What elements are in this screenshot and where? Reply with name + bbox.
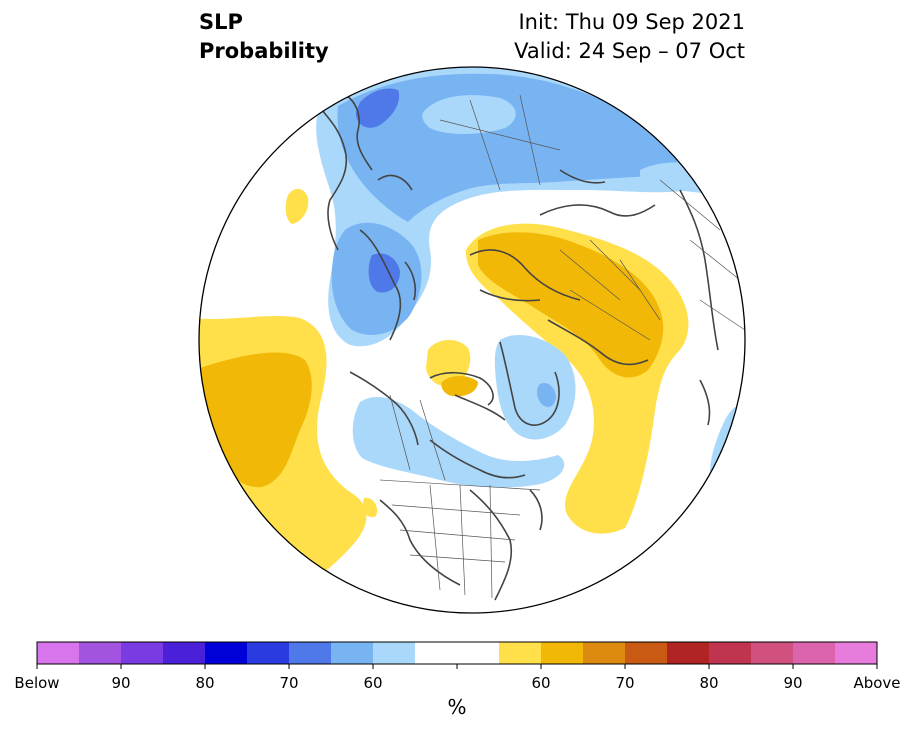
below-greenland-60 bbox=[537, 382, 556, 407]
colorbar-bin-17 bbox=[751, 642, 794, 664]
colorbar-bin-4 bbox=[205, 642, 248, 664]
below-atlantic-70 bbox=[368, 253, 400, 293]
colorbar-tick-label: 70 bbox=[615, 674, 635, 692]
valid-range: Valid: 24 Sep – 07 Oct bbox=[514, 39, 745, 63]
below-europe-60 bbox=[337, 73, 678, 222]
colorbar-bin-15 bbox=[667, 642, 710, 664]
colorbar-bin-2 bbox=[121, 642, 164, 664]
colorbar-bin-8 bbox=[373, 642, 416, 664]
below-europe-70 bbox=[355, 88, 400, 128]
colorbar-bin-11 bbox=[499, 642, 542, 664]
colorbar-bin-0 bbox=[37, 642, 80, 664]
colorbar-tick-label: 70 bbox=[279, 674, 299, 692]
colorbar-tick-label: 60 bbox=[363, 674, 383, 692]
colorbar-bin-6 bbox=[289, 642, 332, 664]
colorbar-tick-label: Below bbox=[14, 674, 60, 692]
colorbar-bin-1 bbox=[79, 642, 122, 664]
colorbar-tick-label: 80 bbox=[195, 674, 215, 692]
colorbar-tick-label: Above bbox=[853, 674, 901, 692]
colorbar-bin-12 bbox=[541, 642, 584, 664]
colorbar-bin-16 bbox=[709, 642, 752, 664]
above-eurasia-core bbox=[478, 232, 664, 378]
above-hudson-small bbox=[362, 497, 378, 518]
above-pacific-core bbox=[199, 352, 312, 488]
colorbar-bins bbox=[37, 642, 878, 664]
polar-map bbox=[198, 66, 746, 614]
colorbar-bin-19 bbox=[835, 642, 878, 664]
colorbar-bin-13 bbox=[583, 642, 626, 664]
above-arctic-core bbox=[441, 376, 478, 397]
date-info: Init: Thu 09 Sep 2021 Valid: 24 Sep – 07… bbox=[514, 8, 745, 66]
above-atlantic-small bbox=[285, 188, 309, 224]
below-greenland bbox=[494, 335, 576, 440]
colorbar-bin-18 bbox=[793, 642, 836, 664]
colorbar-unit: % bbox=[447, 695, 467, 719]
map-title: SLP Probability bbox=[199, 8, 329, 66]
colorbar-tick-label: 90 bbox=[783, 674, 803, 692]
init-date: Init: Thu 09 Sep 2021 bbox=[518, 10, 745, 34]
colorbar-tick-label: 60 bbox=[531, 674, 551, 692]
below-canada bbox=[352, 396, 565, 488]
colorbar-bin-3 bbox=[163, 642, 206, 664]
colorbar-tick-label: 80 bbox=[699, 674, 719, 692]
colorbar-bin-7 bbox=[331, 642, 374, 664]
coastlines bbox=[321, 79, 719, 601]
map-boundary bbox=[198, 66, 746, 614]
below-europe-light-inner bbox=[422, 95, 516, 134]
colorbar-tick-label: 90 bbox=[111, 674, 131, 692]
title-line-2: Probability bbox=[199, 39, 329, 63]
colorbar bbox=[36, 641, 878, 669]
colorbar-ticks bbox=[36, 664, 878, 669]
title-line-1: SLP bbox=[199, 10, 243, 34]
colorbar-bin-10 bbox=[457, 642, 500, 664]
political-borders bbox=[379, 94, 745, 599]
colorbar-bin-5 bbox=[247, 642, 290, 664]
colorbar-bin-14 bbox=[625, 642, 668, 664]
colorbar-bin-9 bbox=[415, 642, 458, 664]
